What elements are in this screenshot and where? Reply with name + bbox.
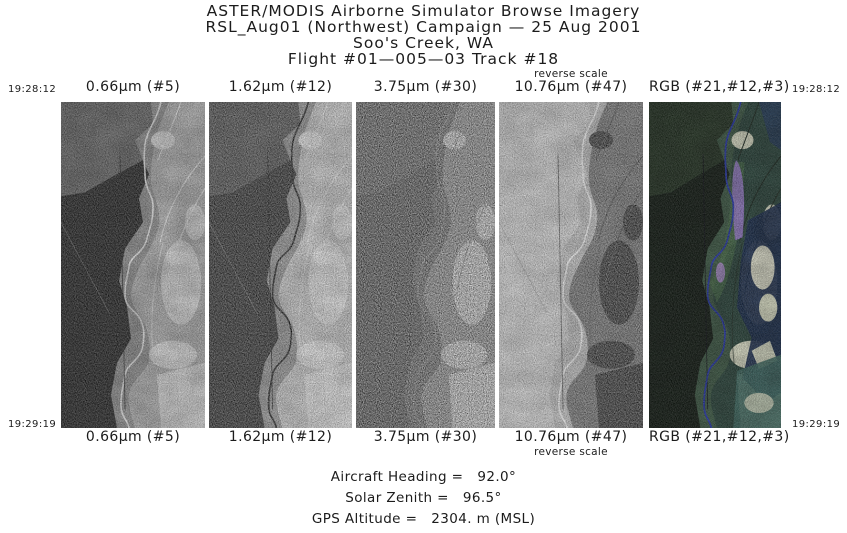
aircraft-heading-row: Aircraft Heading = 92.0°: [0, 469, 847, 485]
band-label-top-rgb: RGB (#21,#12,#3): [649, 79, 790, 95]
title-line-4: Flight #01—005—03 Track #18: [287, 50, 560, 68]
reverse-scale-note-top: reverse scale: [534, 68, 608, 80]
solar-zenith-row: Solar Zenith = 96.5°: [0, 490, 847, 506]
band-image-3-75um: [356, 102, 495, 428]
band-image-0-66um: [61, 102, 205, 428]
gps-altitude-label: GPS Altitude =: [311, 511, 418, 527]
band-label-top-1-62um: 1.62µm (#12): [228, 79, 333, 95]
timestamp-end-right: 19:29:19: [792, 419, 841, 430]
band-label-top-10-76um: 10.76µm (#47): [514, 79, 628, 95]
band-label-bottom-10-76um: 10.76µm (#47): [514, 429, 628, 445]
band-label-bottom-rgb: RGB (#21,#12,#3): [649, 429, 790, 445]
band-label-top-3-75um: 3.75µm (#30): [373, 79, 478, 95]
timestamp-end-left: 19:29:19: [8, 419, 57, 430]
band-image-10-76um: [499, 102, 643, 428]
gps-altitude-value: 2304. m (MSL): [431, 511, 536, 527]
band-label-top-0-66um: 0.66µm (#5): [85, 79, 181, 95]
reverse-scale-note-bottom: reverse scale: [534, 446, 608, 458]
gps-altitude-row: GPS Altitude = 2304. m (MSL): [0, 511, 847, 527]
band-label-bottom-0-66um: 0.66µm (#5): [85, 429, 181, 445]
band-label-bottom-1-62um: 1.62µm (#12): [228, 429, 333, 445]
band-image-rgb: [649, 102, 781, 428]
title-line-1: ASTER/MODIS Airborne Simulator Browse Im…: [206, 2, 641, 20]
aircraft-heading-value: 92.0°: [477, 469, 517, 485]
band-label-bottom-3-75um: 3.75µm (#30): [373, 429, 478, 445]
title-line-3: Soo's Creek, WA: [353, 34, 494, 52]
solar-zenith-value: 96.5°: [462, 490, 502, 506]
solar-zenith-label: Solar Zenith =: [345, 490, 449, 506]
title-line-2: RSL_Aug01 (Northwest) Campaign — 25 Aug …: [205, 18, 642, 36]
aircraft-heading-label: Aircraft Heading =: [330, 469, 464, 485]
band-image-1-62um: [209, 102, 352, 428]
timestamp-start-right: 19:28:12: [792, 84, 841, 95]
timestamp-start-left: 19:28:12: [8, 84, 57, 95]
